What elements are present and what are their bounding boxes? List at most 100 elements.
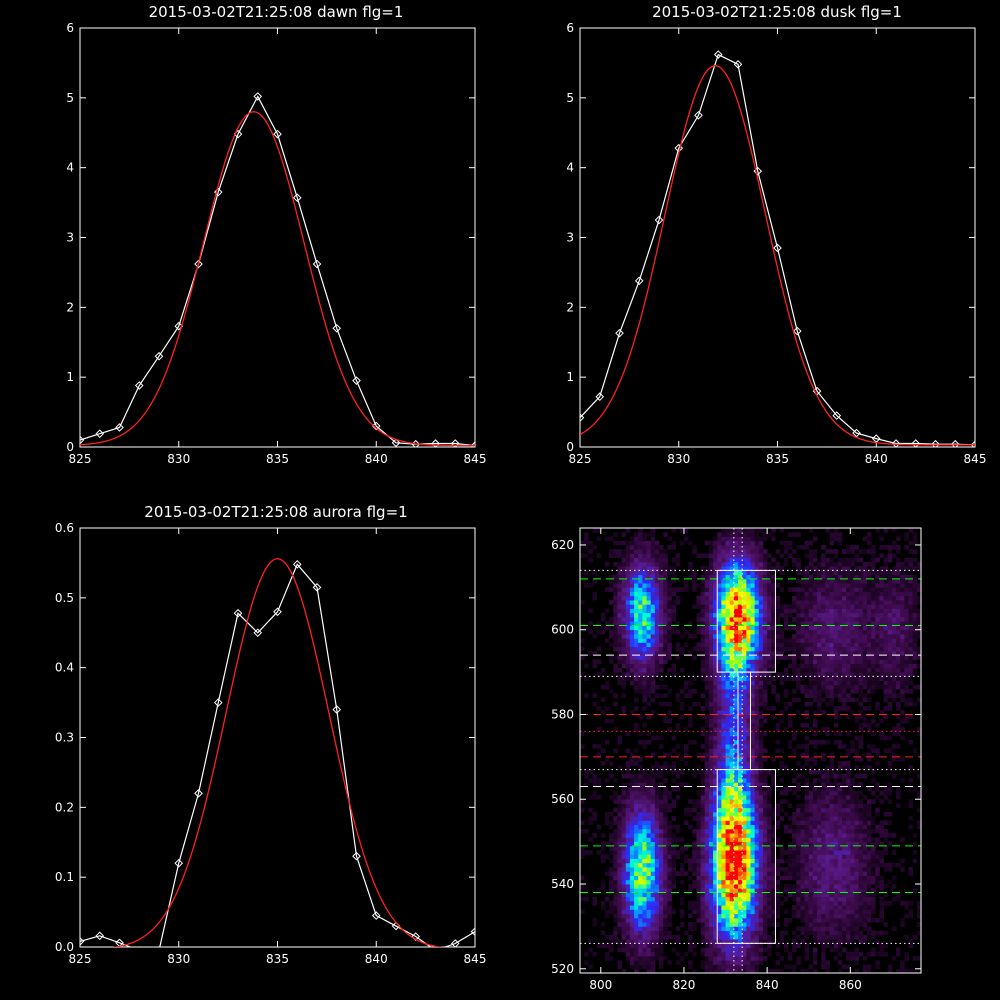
heatmap-cell xyxy=(841,604,847,609)
heatmap-cell xyxy=(825,833,830,838)
heatmap-cell xyxy=(634,867,639,872)
heatmap-cell xyxy=(613,629,618,635)
heatmap-cell xyxy=(796,879,801,885)
heatmap-cell xyxy=(837,795,843,800)
heatmap-cell xyxy=(609,642,614,648)
heatmap-cell xyxy=(725,701,731,707)
heatmap-cell xyxy=(800,625,805,631)
heatmap-cell xyxy=(846,837,851,843)
heatmap-cell xyxy=(779,816,785,821)
heatmap-cell xyxy=(604,587,610,592)
heatmap-cell xyxy=(738,820,743,826)
heatmap-cell xyxy=(771,591,776,597)
heatmap-cell xyxy=(742,786,747,792)
heatmap-cell xyxy=(679,862,685,868)
heatmap-cell xyxy=(650,680,656,686)
heatmap-cell xyxy=(750,540,756,546)
heatmap-cell xyxy=(708,964,714,970)
heatmap-cell xyxy=(746,667,751,673)
heatmap-cell xyxy=(725,748,731,754)
heatmap-cell xyxy=(787,862,793,868)
heatmap-cell xyxy=(783,676,789,681)
heatmap-cell xyxy=(629,816,635,821)
heatmap-cell xyxy=(762,917,768,923)
heatmap-cell xyxy=(650,583,656,588)
heatmap-cell xyxy=(746,544,751,550)
heatmap-cell xyxy=(721,968,726,974)
heatmap-cell xyxy=(729,574,735,580)
heatmap-cell xyxy=(808,930,814,936)
heatmap-cell xyxy=(846,680,851,686)
heatmap-cell xyxy=(796,828,801,834)
heatmap-cell xyxy=(646,913,652,919)
heatmap-cell xyxy=(717,621,722,626)
heatmap-cell xyxy=(688,926,693,932)
heatmap-cell xyxy=(775,803,781,809)
heatmap-cell xyxy=(667,765,672,770)
heatmap-cell xyxy=(742,731,747,737)
heatmap-cell xyxy=(634,888,639,893)
heatmap-cell xyxy=(729,714,735,720)
heatmap-cell xyxy=(812,570,818,576)
heatmap-cell xyxy=(771,566,776,571)
heatmap-cell xyxy=(821,570,826,576)
heatmap-cell xyxy=(692,926,697,932)
heatmap-cell xyxy=(762,553,768,559)
heatmap-cell xyxy=(758,587,764,592)
heatmap-cell xyxy=(808,621,814,626)
heatmap-cell xyxy=(642,600,647,605)
heatmap-cell xyxy=(783,850,789,855)
heatmap-cell xyxy=(613,727,618,732)
heatmap-cell xyxy=(758,642,764,648)
heatmap-cell xyxy=(825,896,830,902)
heatmap-cell xyxy=(621,926,627,932)
heatmap-cell xyxy=(629,824,635,830)
heatmap-cell xyxy=(846,544,851,550)
heatmap-cell xyxy=(617,608,622,614)
heatmap-cell xyxy=(634,943,639,948)
heatmap-cell xyxy=(833,850,839,855)
heatmap-cell xyxy=(638,557,643,563)
heatmap-cell xyxy=(787,612,793,618)
heatmap-cell xyxy=(829,540,835,546)
heatmap-cell xyxy=(638,638,643,643)
heatmap-cell xyxy=(821,930,826,936)
heatmap-cell xyxy=(642,888,647,893)
data-point-marker xyxy=(713,50,723,59)
heatmap-cell xyxy=(738,629,743,635)
heatmap-cell xyxy=(638,773,643,779)
heatmap-cell xyxy=(829,761,835,766)
heatmap-cell xyxy=(754,790,760,796)
heatmap-cell xyxy=(733,816,739,821)
heatmap-cell xyxy=(683,858,689,864)
heatmap-cell xyxy=(617,960,622,965)
heatmap-cell xyxy=(796,850,801,855)
heatmap-cell xyxy=(812,833,818,838)
heatmap-cell xyxy=(750,532,756,537)
heatmap-cell xyxy=(696,845,701,851)
heatmap-cell xyxy=(825,591,830,597)
heatmap-cell xyxy=(650,578,656,584)
heatmap-cell xyxy=(808,633,814,639)
heatmap-cell xyxy=(796,591,801,597)
heatmap-cell xyxy=(800,600,805,605)
heatmap-cell xyxy=(854,663,860,669)
heatmap-cell xyxy=(713,583,718,588)
heatmap-cell xyxy=(725,633,731,639)
heatmap-cell xyxy=(704,769,710,775)
heatmap-cell xyxy=(663,884,668,889)
heatmap-cell xyxy=(829,663,835,669)
heatmap-cell xyxy=(825,727,830,732)
heatmap-cell xyxy=(800,884,805,889)
heatmap-cell xyxy=(704,934,710,940)
heatmap-cell xyxy=(729,706,735,711)
heatmap-cell xyxy=(679,922,685,927)
heatmap-cell xyxy=(771,778,776,783)
heatmap-cell xyxy=(721,587,726,592)
heatmap-cell xyxy=(704,689,710,694)
heatmap-cell xyxy=(592,811,598,817)
heatmap-cell xyxy=(783,540,789,546)
heatmap-cell xyxy=(588,583,593,588)
heatmap-cell xyxy=(704,608,710,614)
heatmap-cell xyxy=(754,922,760,927)
